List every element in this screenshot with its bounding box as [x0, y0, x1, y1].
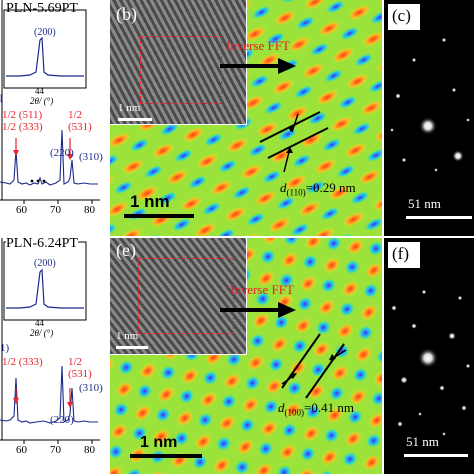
- panel-e-fft-label: Inverse FFT: [230, 282, 294, 297]
- panel-b-d-symbol: d: [280, 180, 287, 195]
- xrd-bottom-xtick-80: 80: [84, 444, 95, 456]
- xrd-bottom-peak-label-3: (220): [50, 414, 74, 426]
- panel-b-inset-scalebar: [118, 118, 152, 121]
- xrd-plot-top: [0, 0, 100, 204]
- xrd-bottom-xtick-60: 60: [16, 444, 27, 456]
- panel-b-scalebar: [124, 214, 194, 218]
- panel-f-letter: (f): [392, 244, 409, 263]
- panel-e-letter: (e): [116, 240, 136, 260]
- xrd-top-xtick-60: 60: [16, 204, 27, 216]
- xrd-top-peak-label-1: 1/2 (511): [2, 109, 43, 121]
- panel-b-d-index: (110): [286, 187, 306, 198]
- xrd-panel-top: PLN-5.69PT (200) 44 2θ/ (°) l 1/2 (511) …: [0, 0, 103, 236]
- xrd-bottom-xtick-70: 70: [50, 444, 61, 456]
- panel-b-measure-lines: [259, 111, 329, 173]
- xrd-panel-bottom: PLN-6.24PT (200) 44 2θ/ (°) 1) 1/2 (333)…: [0, 236, 103, 474]
- panel-e-d-spacing: d(100)=0.41 nm: [278, 400, 354, 418]
- xrd-top-xtick-70: 70: [50, 204, 61, 216]
- xrd-top-peak-label-5: (310): [79, 151, 103, 163]
- xrd-top-xtick-80: 80: [84, 204, 95, 216]
- panel-c-saed: (c) 51 nm: [384, 0, 474, 236]
- panel-b-scale-label: 1 nm: [130, 192, 170, 211]
- xrd-bottom-inset-tick: 44: [35, 318, 44, 328]
- xrd-top-peak-label-4: (220): [50, 147, 74, 159]
- xrd-bottom-sample-label: PLN-6.24PT: [6, 236, 78, 252]
- panel-e-inset-scale-label: 1 nm: [116, 330, 139, 342]
- panel-e-hrtem-inset: [110, 238, 247, 355]
- panel-e-d-value: =0.41 nm: [304, 400, 354, 415]
- panel-e-scalebar: [130, 454, 202, 458]
- panel-f-scale-label: 51 nm: [406, 434, 439, 449]
- panel-e-d-index: (100): [284, 407, 305, 418]
- panel-c-diffraction-pattern: [390, 37, 470, 172]
- xrd-bottom-peak-label-1: 1/2 (333): [2, 356, 43, 368]
- panel-b-d-spacing: d(110)=0.29 nm: [280, 180, 356, 198]
- xrd-top-sample-label: PLN-5.69PT: [6, 1, 78, 16]
- panel-e-selection-box: [138, 258, 234, 334]
- panel-c-scale-label: 51 nm: [408, 196, 441, 211]
- xrd-top-inset-peak-label: (200): [34, 27, 56, 38]
- panel-f-diffraction-pattern: [391, 289, 471, 436]
- xrd-top-peak-label-2: 1/2 (333): [2, 121, 43, 133]
- panel-b-letter: (b): [116, 4, 137, 24]
- panel-e-inset-scalebar: [116, 346, 148, 349]
- xrd-top-inset-tick: 44: [35, 86, 44, 96]
- panel-b-hrtem-inset: [110, 0, 247, 125]
- xrd-top-inset-xlabel: 2θ/ (°): [30, 96, 54, 106]
- xrd-bottom-inset-peak-label: (200): [34, 258, 56, 269]
- xrd-plot-bottom: [0, 238, 100, 444]
- panel-f-scalebar: [404, 454, 468, 457]
- panel-f-letter-box: [388, 242, 420, 268]
- panel-c-scalebar: [406, 216, 472, 219]
- xrd-top-fragment-marker: l: [0, 93, 4, 105]
- panel-f-saed: (f) 51 nm: [384, 238, 474, 474]
- panel-b-selection-box: [140, 36, 222, 104]
- panel-c-letter-box: [388, 4, 420, 30]
- panel-e-d-symbol: d: [278, 400, 285, 415]
- xrd-bottom-peak-label-4: (310): [79, 382, 103, 394]
- panel-e-arrow-icon: [220, 302, 296, 318]
- xrd-top-peak-label-3: 1/2 (531): [68, 109, 92, 133]
- xrd-bottom-peak-label-2: 1/2 (531): [68, 356, 92, 380]
- panel-b-fft-label: Inverse FFT: [226, 38, 290, 53]
- xrd-bottom-fragment-marker: 1): [0, 342, 10, 354]
- panel-e-scale-label: 1 nm: [140, 434, 178, 451]
- xrd-bottom-inset-xlabel: 2θ/ (°): [30, 328, 54, 338]
- panel-e-measure-lines: [281, 333, 347, 399]
- panel-e-ifft-map: (e) Inverse FFT 1 nm d(100)=0.41 nm 1 nm: [110, 238, 382, 474]
- panel-c-letter: (c): [392, 6, 411, 25]
- panel-b-inset-scale-label: 1 nm: [118, 102, 141, 114]
- panel-b-ifft-map: (b) Inverse FFT 1 nm d(110)=0.29 nm 1 nm: [110, 0, 382, 236]
- panel-b-d-value: =0.29 nm: [305, 180, 356, 195]
- panel-b-arrow-icon: [220, 58, 296, 74]
